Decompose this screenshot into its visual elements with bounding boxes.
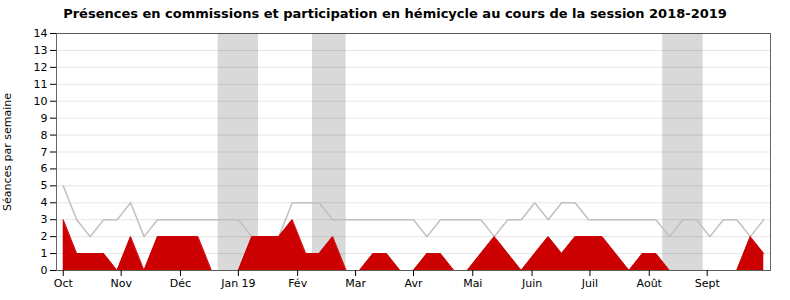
svg-text:2: 2 (41, 230, 48, 243)
svg-text:8: 8 (41, 129, 48, 142)
svg-text:7: 7 (41, 146, 48, 159)
svg-text:1: 1 (41, 247, 48, 260)
svg-text:Mai: Mai (463, 277, 482, 290)
svg-text:Mar: Mar (345, 277, 366, 290)
svg-text:Séances par semaine: Séances par semaine (1, 93, 14, 211)
svg-text:12: 12 (34, 61, 48, 74)
svg-text:9: 9 (41, 112, 48, 125)
svg-text:14: 14 (34, 27, 48, 40)
svg-text:Juil: Juil (581, 277, 598, 290)
svg-text:Nov: Nov (110, 277, 132, 290)
svg-text:10: 10 (34, 95, 48, 108)
svg-text:11: 11 (34, 78, 48, 91)
svg-text:Déc: Déc (170, 277, 191, 290)
svg-text:6: 6 (41, 162, 48, 175)
svg-text:5: 5 (41, 179, 48, 192)
svg-text:3: 3 (41, 213, 48, 226)
svg-text:13: 13 (34, 44, 48, 57)
svg-text:4: 4 (41, 196, 48, 209)
html-text:Présences en commissions et pa: Présences en commissions et participatio… (63, 6, 727, 21)
svg-text:Sept: Sept (695, 277, 721, 290)
svg-text:Oct: Oct (54, 277, 74, 290)
svg-text:Avr: Avr (405, 277, 423, 290)
svg-text:Jan 19: Jan 19 (220, 277, 255, 290)
svg-text:Juin: Juin (521, 277, 542, 290)
svg-text:Fév: Fév (288, 277, 307, 290)
svg-text:Août: Août (637, 277, 663, 290)
svg-text:0: 0 (41, 264, 48, 277)
